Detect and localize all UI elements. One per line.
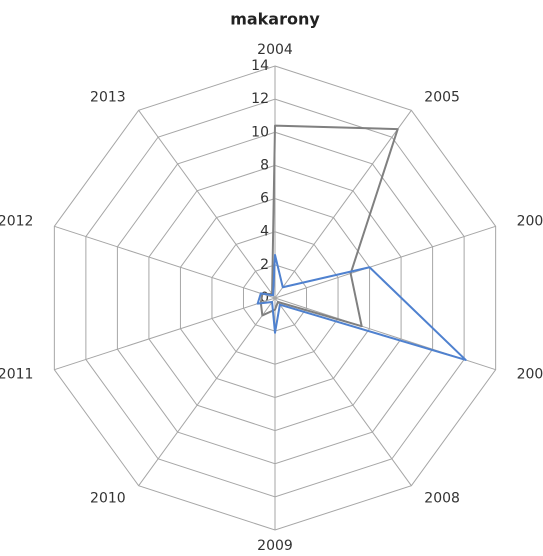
- spoke: [138, 297, 276, 486]
- series-line: [256, 253, 467, 361]
- r-tick-label: 4: [260, 224, 269, 240]
- category-label: 2009: [257, 538, 293, 554]
- category-label: 2013: [90, 89, 126, 105]
- r-tick-label: 6: [260, 191, 269, 207]
- r-tick-label: 0: [260, 290, 269, 306]
- spoke: [274, 225, 496, 299]
- spoke: [54, 225, 276, 299]
- r-tick-label: 12: [251, 91, 269, 107]
- r-tick-label: 2: [260, 257, 269, 273]
- category-label: 2011: [0, 367, 33, 383]
- r-tick-label: 10: [251, 124, 269, 140]
- spoke: [274, 110, 412, 299]
- spoke: [138, 110, 276, 299]
- category-label: 2012: [0, 213, 33, 229]
- category-label: 2007: [517, 367, 543, 383]
- r-tick-label: 14: [251, 58, 269, 74]
- chart-title: makarony: [230, 10, 320, 29]
- category-label: 2008: [424, 491, 460, 507]
- spoke: [54, 297, 276, 371]
- category-label: 2004: [257, 42, 293, 58]
- category-label: 2005: [424, 89, 460, 105]
- category-label: 2010: [90, 491, 126, 507]
- spoke: [274, 297, 412, 486]
- r-tick-label: 8: [260, 157, 269, 173]
- category-label: 2006: [517, 213, 543, 229]
